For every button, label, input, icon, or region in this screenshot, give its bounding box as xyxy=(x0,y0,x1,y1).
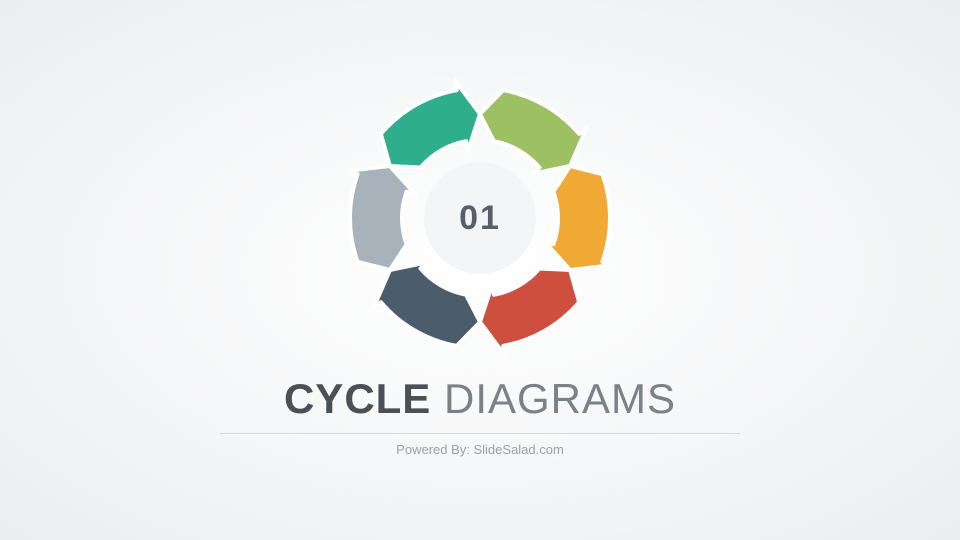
cycle-center-number: 01 xyxy=(459,199,501,238)
credit-line: Powered By: SlideSalad.com xyxy=(396,442,564,457)
slide-title: CYCLE DIAGRAMS xyxy=(284,375,676,423)
title-bold-part: CYCLE xyxy=(284,375,431,422)
cycle-arrow-5 xyxy=(348,166,416,270)
cycle-arrow-2 xyxy=(544,166,612,270)
cycle-diagram: 01 xyxy=(335,73,625,363)
title-light-part: DIAGRAMS xyxy=(431,375,676,422)
cycle-arrow-1 xyxy=(480,90,587,174)
cycle-center-circle: 01 xyxy=(424,162,536,274)
slide-stage: 01 CYCLE DIAGRAMS Powered By: SlideSalad… xyxy=(220,83,740,457)
cycle-arrow-3 xyxy=(480,268,579,355)
cycle-arrow-4 xyxy=(373,262,480,346)
title-divider xyxy=(220,433,740,434)
cycle-arrow-6 xyxy=(381,80,480,167)
